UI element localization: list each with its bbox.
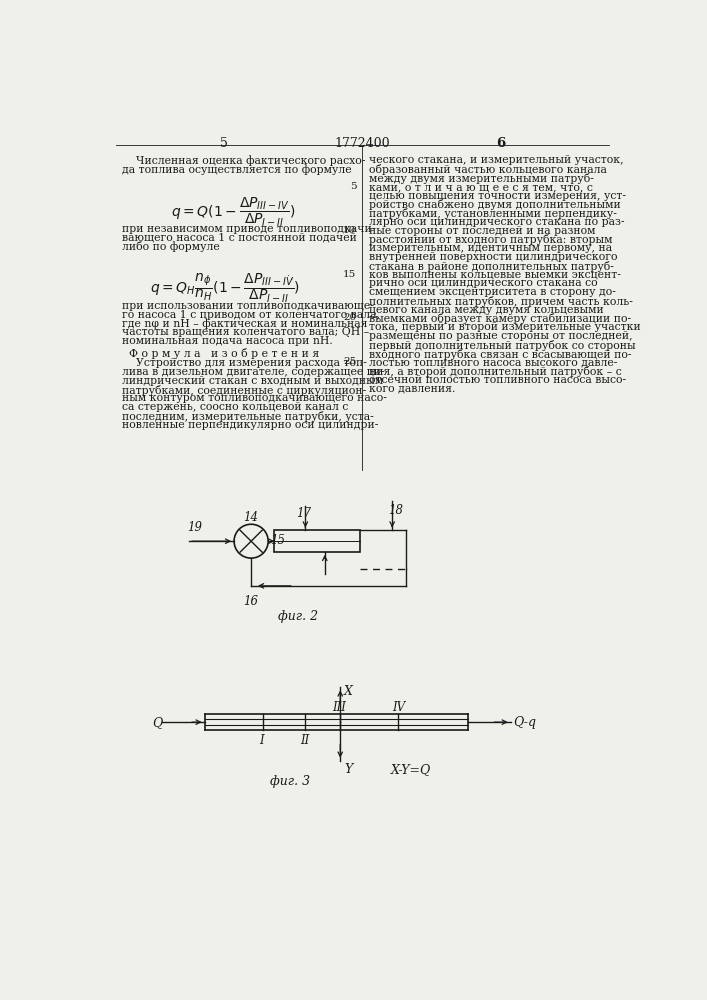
Text: лостью топливного насоса высокого давле-: лостью топливного насоса высокого давле- <box>369 357 617 367</box>
Text: ния, а второй дополнительный патрубок – с: ния, а второй дополнительный патрубок – … <box>369 366 621 377</box>
Text: цевого канала между двумя кольцевыми: цевого канала между двумя кольцевыми <box>369 305 604 315</box>
Text: вающего насоса 1 с постоянной подачей: вающего насоса 1 с постоянной подачей <box>122 233 357 243</box>
Text: 5: 5 <box>350 182 356 191</box>
Text: стакана в районе дополнительных патруб-: стакана в районе дополнительных патруб- <box>369 261 614 272</box>
Text: входного патрубка связан с всасывающей по-: входного патрубка связан с всасывающей п… <box>369 349 631 360</box>
Text: X-Y=Q: X-Y=Q <box>391 763 431 776</box>
Text: 6: 6 <box>496 137 506 150</box>
Text: новленные перпендикулярно оси цилиндри-: новленные перпендикулярно оси цилиндри- <box>122 420 379 430</box>
Bar <box>274 530 360 552</box>
Text: 15: 15 <box>344 270 356 279</box>
Text: образованный частью кольцевого канала: образованный частью кольцевого канала <box>369 164 607 175</box>
Text: между двумя измерительными патруб-: между двумя измерительными патруб- <box>369 173 594 184</box>
Text: патрубками, установленными перпендику-: патрубками, установленными перпендику- <box>369 208 617 219</box>
Text: отсечной полостью топливного насоса высо-: отсечной полостью топливного насоса высо… <box>369 375 626 385</box>
Text: 15: 15 <box>271 534 286 547</box>
Text: полнительных патрубков, причем часть коль-: полнительных патрубков, причем часть кол… <box>369 296 633 307</box>
Text: ным контуром топливоподкачивающего насо-: ным контуром топливоподкачивающего насо- <box>122 393 387 403</box>
Text: фиг. 2: фиг. 2 <box>278 610 317 623</box>
Text: при использовании топливоподкачивающе-: при использовании топливоподкачивающе- <box>122 301 374 311</box>
Text: ные стороны от последней и на разном: ные стороны от последней и на разном <box>369 226 595 236</box>
Text: патрубками, соединенные с циркуляцион-: патрубками, соединенные с циркуляцион- <box>122 385 367 396</box>
Text: I: I <box>259 734 264 747</box>
Text: 14: 14 <box>243 511 258 524</box>
Text: 20: 20 <box>344 313 356 322</box>
Text: Численная оценка фактического расхо-: Численная оценка фактического расхо- <box>122 155 366 166</box>
Text: III: III <box>332 701 346 714</box>
Text: 1772400: 1772400 <box>334 137 390 150</box>
Text: фиг. 3: фиг. 3 <box>270 774 310 788</box>
Text: 10: 10 <box>344 226 356 235</box>
Text: 16: 16 <box>243 595 258 608</box>
Text: X: X <box>344 685 353 698</box>
Text: го насоса 1 с приводом от коленчатого вала,: го насоса 1 с приводом от коленчатого ва… <box>122 310 380 320</box>
Text: измерительным, идентичным первому, на: измерительным, идентичным первому, на <box>369 243 612 253</box>
Text: выемками образует камеру стабилизации по-: выемками образует камеру стабилизации по… <box>369 313 631 324</box>
Text: Устройство для измерения расхода топ-: Устройство для измерения расхода топ- <box>122 358 368 368</box>
Text: 5: 5 <box>220 137 228 150</box>
Text: Q-q: Q-q <box>513 716 536 729</box>
Text: IV: IV <box>392 701 405 714</box>
Text: размещены по разные стороны от последней,: размещены по разные стороны от последней… <box>369 331 633 341</box>
Text: да топлива осуществляется по формуле: да топлива осуществляется по формуле <box>122 164 352 175</box>
Text: Ф о р м у л а   и з о б р е т е н и я: Ф о р м у л а и з о б р е т е н и я <box>129 348 319 359</box>
Text: рично оси цилиндрического стакана со: рично оси цилиндрического стакана со <box>369 278 597 288</box>
Text: частоты вращения коленчатого вала; QН –: частоты вращения коленчатого вала; QН – <box>122 327 370 337</box>
Text: ками, о т л и ч а ю щ е е с я тем, что, с: ками, о т л и ч а ю щ е е с я тем, что, … <box>369 182 592 192</box>
Text: первый дополнительный патрубок со стороны: первый дополнительный патрубок со сторон… <box>369 340 636 351</box>
Text: номинальная подача насоса при nН.: номинальная подача насоса при nН. <box>122 336 333 346</box>
Text: ройство снабжено двумя дополнительными: ройство снабжено двумя дополнительными <box>369 199 621 210</box>
Text: .: . <box>290 272 293 282</box>
Text: Y: Y <box>344 763 352 776</box>
Text: 25: 25 <box>344 357 356 366</box>
Text: ков выполнены кольцевые выемки эксцент-: ков выполнены кольцевые выемки эксцент- <box>369 270 621 280</box>
Text: либо по формуле: либо по формуле <box>122 241 220 252</box>
Text: тока, первый и второй измерительные участки: тока, первый и второй измерительные учас… <box>369 322 641 332</box>
Text: 18: 18 <box>388 504 403 517</box>
Text: 19: 19 <box>187 521 203 534</box>
Text: $q = Q_{H} \dfrac{n_\phi}{n_H}(1 - \dfrac{\Delta P_{III-\dot{IV}}}{\Delta P_{I-I: $q = Q_{H} \dfrac{n_\phi}{n_H}(1 - \dfra… <box>151 272 300 305</box>
Text: кого давления.: кого давления. <box>369 384 455 394</box>
Text: расстоянии от входного патрубка: вторым: расстоянии от входного патрубка: вторым <box>369 234 612 245</box>
Text: последним, измерительные патрубки, уста-: последним, измерительные патрубки, уста- <box>122 411 374 422</box>
Text: Q: Q <box>152 716 162 729</box>
Text: $q = Q(1 - \dfrac{\Delta P_{III-IV}}{\Delta P_{I-II}})$: $q = Q(1 - \dfrac{\Delta P_{III-IV}}{\De… <box>171 196 296 229</box>
Text: ческого стакана, и измерительный участок,: ческого стакана, и измерительный участок… <box>369 155 624 165</box>
Text: смещением эксцентриситета в сторону до-: смещением эксцентриситета в сторону до- <box>369 287 616 297</box>
Text: са стержень, соосно кольцевой канал с: са стержень, соосно кольцевой канал с <box>122 402 349 412</box>
Text: II: II <box>300 734 309 747</box>
Text: при независимом приводе топливоподкачи-: при независимом приводе топливоподкачи- <box>122 224 376 234</box>
Text: 17: 17 <box>296 507 311 520</box>
Text: где nφ и nН – фактическая и номинальная: где nφ и nН – фактическая и номинальная <box>122 319 368 329</box>
Text: лива в дизельном двигателе, содержащее ци-: лива в дизельном двигателе, содержащее ц… <box>122 367 385 377</box>
Text: линдрический стакан с входным и выходным: линдрический стакан с входным и выходным <box>122 376 384 386</box>
Text: лярно оси цилиндрического стакана по раз-: лярно оси цилиндрического стакана по раз… <box>369 217 624 227</box>
Text: целью повышения точности измерения, уст-: целью повышения точности измерения, уст- <box>369 191 626 201</box>
Text: внутренней поверхности цилиндрического: внутренней поверхности цилиндрического <box>369 252 617 262</box>
